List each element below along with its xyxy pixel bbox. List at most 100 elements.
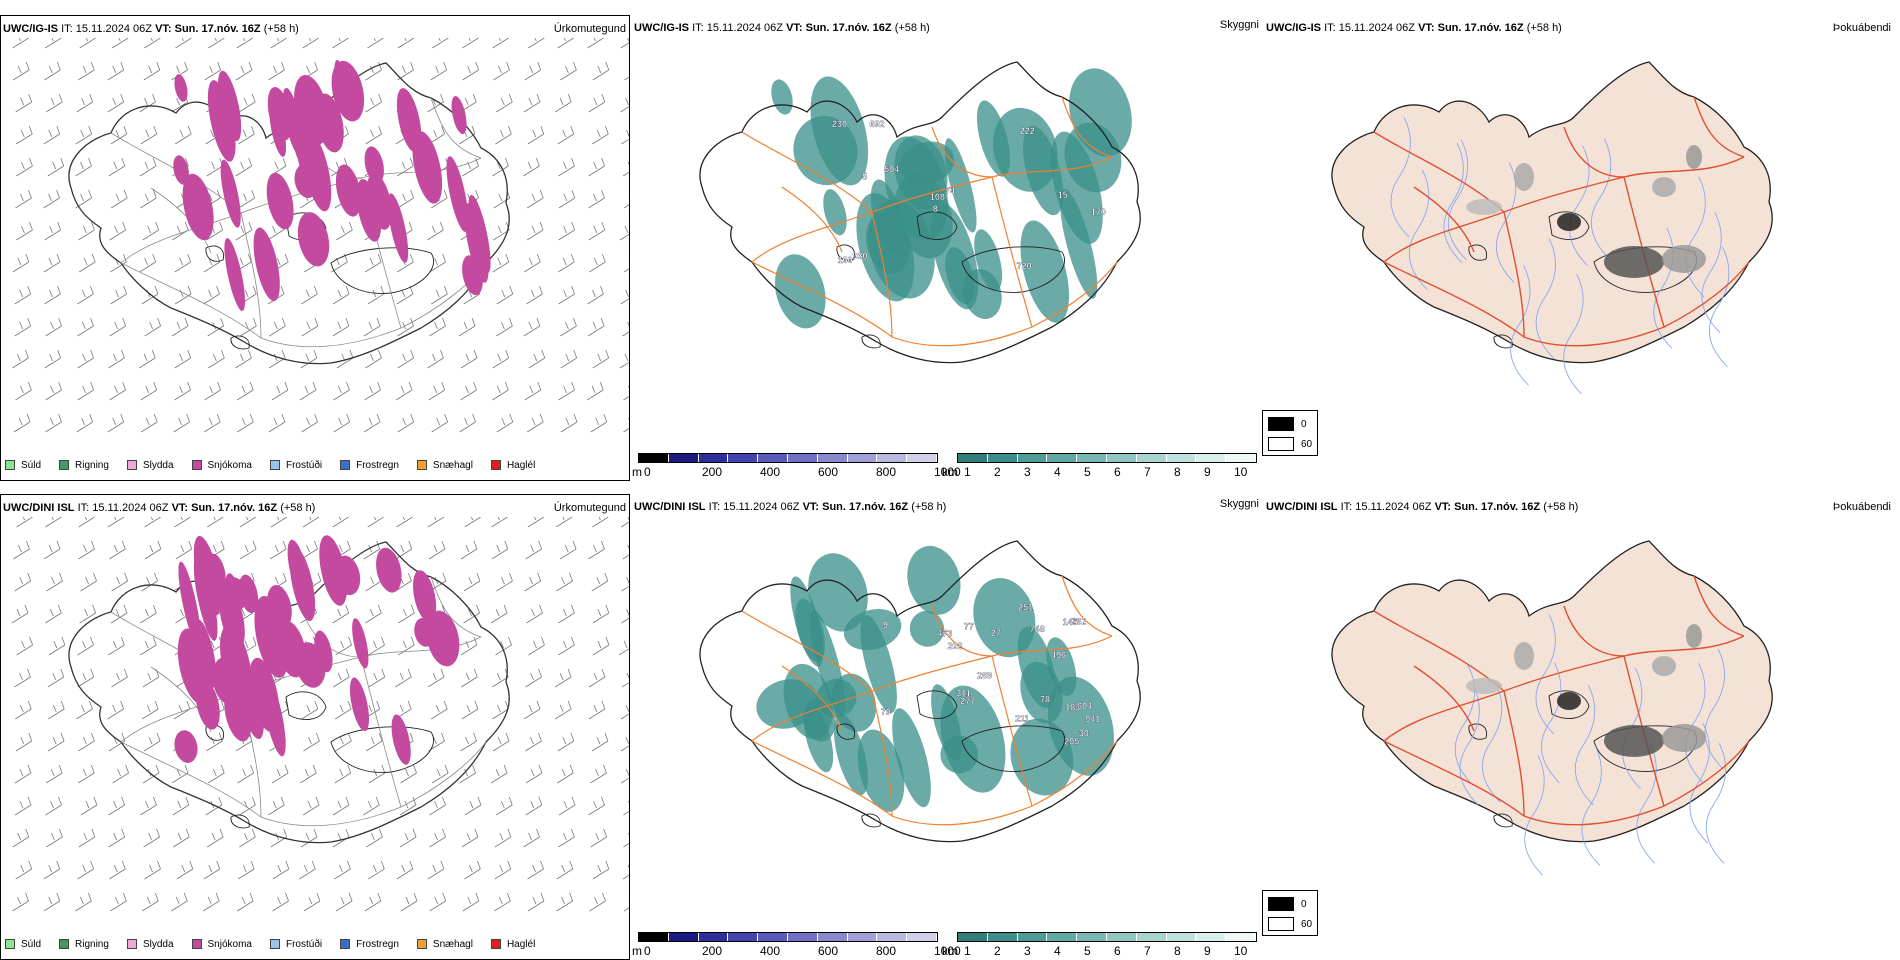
wind-barb bbox=[173, 700, 191, 720]
wind-barb bbox=[141, 572, 158, 592]
road bbox=[1413, 665, 1475, 732]
wind-barb bbox=[111, 572, 129, 592]
wind-barb bbox=[459, 413, 476, 433]
wind-barb bbox=[140, 604, 157, 624]
river bbox=[1541, 662, 1562, 784]
snow-patch bbox=[248, 657, 280, 733]
colorbar-segment bbox=[1226, 454, 1256, 462]
wind-barb bbox=[587, 285, 604, 305]
wind-barb bbox=[427, 93, 444, 113]
wind-barb bbox=[239, 796, 256, 816]
wind-barb bbox=[492, 381, 509, 401]
scale-tick: 0 bbox=[644, 944, 651, 958]
wind-barb bbox=[399, 828, 417, 848]
wind-barb bbox=[527, 860, 544, 880]
wind-barb bbox=[494, 860, 512, 880]
river bbox=[1636, 743, 1657, 864]
wind-barb bbox=[589, 892, 606, 912]
wind-barb bbox=[238, 125, 255, 145]
snow-patch bbox=[217, 70, 242, 142]
wind-barb bbox=[301, 317, 319, 337]
wind-barb bbox=[108, 732, 126, 752]
wind-barb bbox=[461, 828, 479, 848]
road bbox=[1503, 211, 1525, 338]
colorbar-segment bbox=[877, 454, 908, 462]
wind-barb bbox=[77, 381, 95, 401]
legend-item: Rigning bbox=[59, 937, 109, 951]
road bbox=[931, 126, 993, 178]
scale-tick: 7 bbox=[1144, 944, 1151, 958]
wind-barb bbox=[236, 381, 254, 401]
wind-barb bbox=[77, 668, 95, 688]
wind-barb bbox=[621, 576, 629, 592]
visibility-patch bbox=[866, 212, 910, 274]
wind-barb bbox=[554, 668, 572, 688]
scale-tick: 1 bbox=[964, 944, 971, 958]
wind-barb bbox=[492, 253, 510, 273]
road bbox=[430, 97, 482, 159]
wind-barb bbox=[525, 764, 543, 784]
fog-key-white-swatch bbox=[1268, 917, 1294, 931]
wind-barb bbox=[588, 700, 606, 720]
scale-tick: 5 bbox=[1084, 944, 1091, 958]
road bbox=[1383, 261, 1750, 347]
wind-barb bbox=[46, 572, 63, 592]
road bbox=[1383, 635, 1745, 742]
wind-barb bbox=[397, 38, 415, 49]
wind-barb bbox=[592, 860, 610, 880]
wind-barb bbox=[301, 285, 318, 305]
wind-barb bbox=[16, 636, 33, 656]
wind-barb bbox=[623, 897, 629, 912]
wind-barb bbox=[365, 125, 382, 145]
glacier-outline bbox=[1468, 244, 1487, 261]
road-network bbox=[1373, 575, 1750, 826]
road-network bbox=[741, 96, 1118, 347]
wind-barb bbox=[109, 221, 127, 241]
colorbar-segment bbox=[958, 933, 988, 941]
wind-barb bbox=[556, 892, 573, 912]
wind-barb bbox=[13, 540, 30, 560]
wind-barb bbox=[207, 517, 224, 528]
snow-patch bbox=[387, 193, 409, 263]
panel-title: UWC/IG-IS IT: 15.11.2024 06Z VT: Sun. 17… bbox=[634, 22, 930, 34]
wind-barb bbox=[239, 540, 257, 560]
wind-barb bbox=[301, 700, 319, 720]
river bbox=[1574, 684, 1596, 806]
snow-patch bbox=[352, 618, 369, 669]
glacier-outline bbox=[961, 246, 1065, 293]
wind-barb bbox=[14, 285, 32, 305]
wind-barb bbox=[16, 517, 33, 528]
wind-barb bbox=[78, 253, 96, 273]
wind-barb bbox=[45, 764, 63, 784]
wind-barb bbox=[431, 764, 449, 784]
wind-barb bbox=[524, 572, 542, 592]
colorbar-segment bbox=[1136, 933, 1167, 941]
wind-barb bbox=[15, 732, 33, 752]
scale-tick: 8 bbox=[1174, 465, 1181, 479]
wind-barb bbox=[560, 317, 577, 337]
wind-barb bbox=[45, 796, 62, 816]
wind-barb bbox=[110, 189, 128, 209]
wind-barb bbox=[363, 796, 380, 816]
wind-barb bbox=[76, 93, 94, 113]
wind-barb bbox=[332, 517, 349, 528]
wind-barb bbox=[43, 540, 61, 560]
wind-barb bbox=[267, 796, 285, 816]
visibility-patch bbox=[909, 610, 945, 647]
legend-swatch bbox=[191, 939, 202, 949]
scale-tick: 3 bbox=[1024, 465, 1031, 479]
glacier-outline bbox=[1493, 813, 1513, 828]
wind-barb bbox=[139, 636, 157, 656]
wind-barb bbox=[174, 381, 191, 401]
wind-barb bbox=[558, 221, 576, 241]
precip-legend: Súld Rigning Slydda Snjókoma Frostúði Frostre… bbox=[5, 937, 553, 951]
wind-barb bbox=[107, 413, 125, 433]
wind-barb bbox=[558, 604, 575, 624]
legend-item: Snjókoma bbox=[191, 937, 252, 951]
wind-barb bbox=[78, 517, 95, 528]
wind-barb bbox=[622, 544, 629, 560]
wind-barb bbox=[620, 289, 629, 305]
colorbar-segment bbox=[1047, 454, 1078, 462]
cloud-base-label: 311 bbox=[956, 689, 971, 699]
wind-barb bbox=[14, 796, 32, 816]
